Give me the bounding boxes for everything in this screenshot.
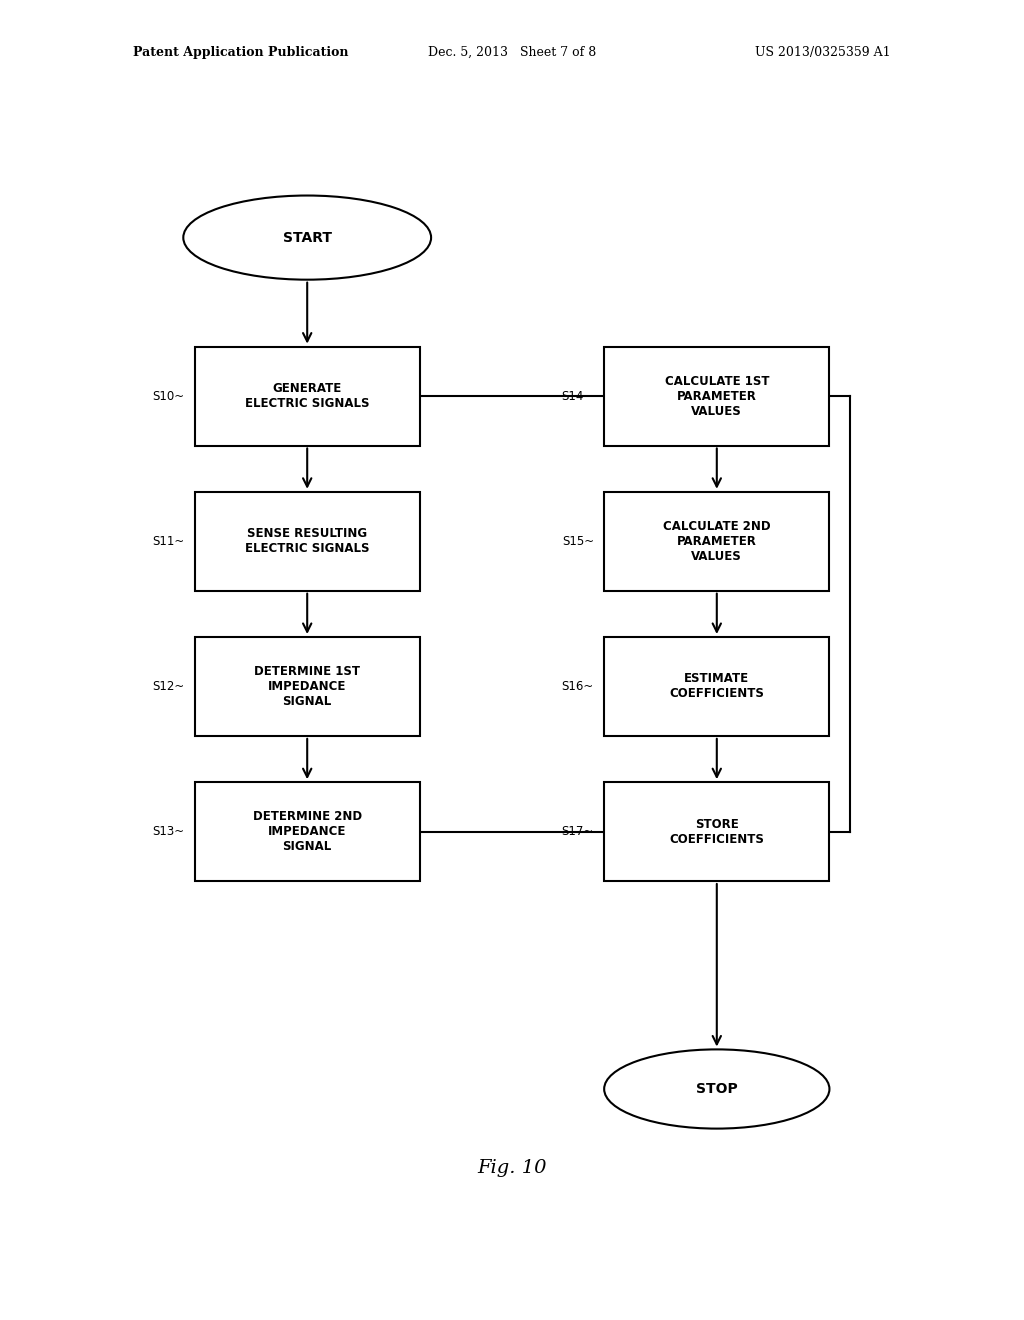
Text: S10~: S10~ (153, 389, 184, 403)
Text: US 2013/0325359 A1: US 2013/0325359 A1 (756, 46, 891, 59)
Text: Patent Application Publication: Patent Application Publication (133, 46, 348, 59)
Text: Dec. 5, 2013   Sheet 7 of 8: Dec. 5, 2013 Sheet 7 of 8 (428, 46, 596, 59)
Text: STOP: STOP (696, 1082, 737, 1096)
Text: SENSE RESULTING
ELECTRIC SIGNALS: SENSE RESULTING ELECTRIC SIGNALS (245, 527, 370, 556)
FancyBboxPatch shape (604, 781, 829, 882)
Text: S11~: S11~ (153, 535, 184, 548)
Text: S13~: S13~ (153, 825, 184, 838)
Text: START: START (283, 231, 332, 244)
FancyBboxPatch shape (195, 638, 420, 737)
Text: Fig. 10: Fig. 10 (477, 1159, 547, 1177)
Text: CALCULATE 1ST
PARAMETER
VALUES: CALCULATE 1ST PARAMETER VALUES (665, 375, 769, 417)
FancyBboxPatch shape (195, 781, 420, 882)
Text: S14~: S14~ (562, 389, 594, 403)
FancyBboxPatch shape (195, 492, 420, 591)
Text: S12~: S12~ (153, 680, 184, 693)
Text: GENERATE
ELECTRIC SIGNALS: GENERATE ELECTRIC SIGNALS (245, 381, 370, 411)
FancyBboxPatch shape (195, 347, 420, 446)
FancyBboxPatch shape (604, 492, 829, 591)
Text: S16~: S16~ (562, 680, 594, 693)
Ellipse shape (183, 195, 431, 280)
FancyBboxPatch shape (604, 638, 829, 737)
Text: STORE
COEFFICIENTS: STORE COEFFICIENTS (670, 817, 764, 846)
Text: ESTIMATE
COEFFICIENTS: ESTIMATE COEFFICIENTS (670, 672, 764, 701)
Ellipse shape (604, 1049, 829, 1129)
Text: DETERMINE 1ST
IMPEDANCE
SIGNAL: DETERMINE 1ST IMPEDANCE SIGNAL (254, 665, 360, 708)
Text: S15~: S15~ (562, 535, 594, 548)
Text: S17~: S17~ (562, 825, 594, 838)
Text: DETERMINE 2ND
IMPEDANCE
SIGNAL: DETERMINE 2ND IMPEDANCE SIGNAL (253, 810, 361, 853)
Text: CALCULATE 2ND
PARAMETER
VALUES: CALCULATE 2ND PARAMETER VALUES (663, 520, 771, 562)
FancyBboxPatch shape (604, 347, 829, 446)
